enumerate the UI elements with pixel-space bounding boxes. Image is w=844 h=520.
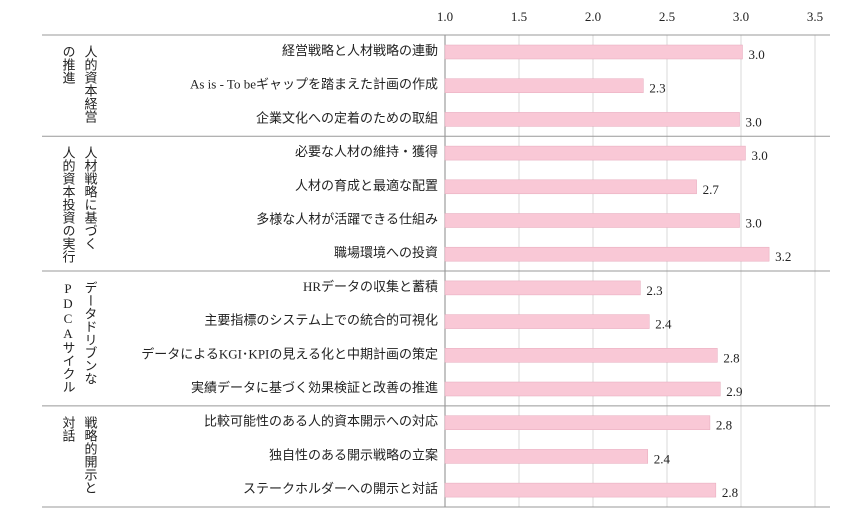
- value-label: 2.4: [655, 317, 672, 332]
- category-label: As is - To beギャップを踏まえた計画の作成: [190, 77, 438, 92]
- category-label: 経営戦略と人材戦略の連動: [282, 43, 438, 58]
- bar: [444, 381, 721, 397]
- bar: [444, 145, 746, 161]
- bar: [444, 179, 697, 195]
- value-label: 3.0: [746, 215, 762, 230]
- value-label: 2.8: [723, 350, 739, 365]
- category-label: 独自性のある開示戦略の立案: [269, 447, 438, 462]
- value-label: 2.7: [703, 182, 720, 197]
- group-label: 人的資本投資の実行: [61, 146, 76, 264]
- value-label: 3.0: [748, 47, 764, 62]
- category-label: 企業文化への定着のための取組: [256, 110, 438, 125]
- value-label: 2.3: [649, 81, 665, 96]
- bar: [444, 482, 717, 498]
- bar: [444, 415, 711, 430]
- group-label: データドリブンな: [83, 281, 98, 385]
- group-label: 戦略的開示と: [83, 416, 98, 494]
- bar: [444, 44, 743, 60]
- x-tick-label: 2.5: [659, 9, 675, 24]
- bar: [444, 449, 649, 464]
- group-label: 人材戦略に基づく: [83, 146, 98, 250]
- category-label: 比較可能性のある人的資本開示への対応: [204, 414, 438, 429]
- category-label: HRデータの収集と蓄積: [303, 279, 438, 294]
- category-label: データによるKGI･KPIの見える化と中期計画の策定: [141, 346, 438, 361]
- bar: [444, 213, 740, 228]
- value-label: 3.2: [775, 249, 791, 264]
- bar: [444, 280, 641, 296]
- x-tick-label: 3.0: [733, 9, 749, 24]
- group-label: の推進: [61, 45, 76, 85]
- bar: [444, 246, 770, 262]
- category-label: 必要な人材の維持・獲得: [295, 144, 438, 159]
- bar: [444, 348, 718, 363]
- group-label: 対話: [61, 416, 76, 442]
- x-tick-label: 1.5: [511, 9, 527, 24]
- value-label: 2.9: [726, 384, 742, 399]
- category-label: 人材の育成と最適な配置: [295, 178, 438, 193]
- category-label: ステークホルダーへの開示と対話: [243, 481, 438, 496]
- x-tick-label: 3.5: [807, 9, 823, 24]
- category-label: 多様な人材が活躍できる仕組み: [256, 211, 438, 226]
- group-label: PDCAサイクル: [61, 281, 76, 393]
- bar: [444, 112, 740, 127]
- bar: [444, 78, 644, 93]
- bar: [444, 314, 650, 329]
- category-label: 職場環境への投資: [334, 245, 438, 260]
- value-label: 3.0: [751, 148, 767, 163]
- x-tick-label: 2.0: [585, 9, 601, 24]
- category-label: 実績データに基づく効果検証と改善の推進: [191, 380, 438, 395]
- value-label: 2.8: [716, 418, 732, 433]
- group-label: 人的資本経営: [83, 45, 98, 123]
- value-label: 3.0: [746, 114, 762, 129]
- category-label: 主要指標のシステム上での統合的可視化: [204, 313, 438, 328]
- value-label: 2.8: [722, 485, 738, 500]
- value-label: 2.3: [646, 283, 662, 298]
- value-label: 2.4: [654, 451, 671, 466]
- x-tick-label: 1.0: [437, 9, 453, 24]
